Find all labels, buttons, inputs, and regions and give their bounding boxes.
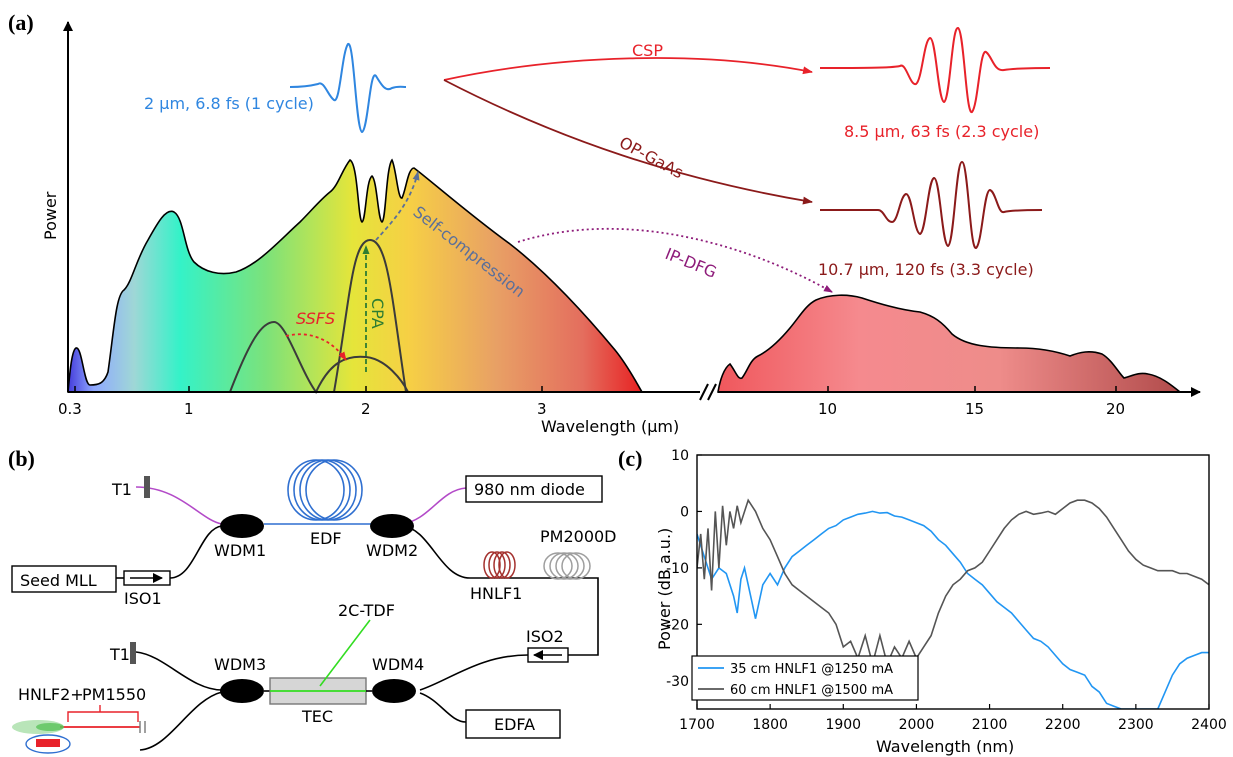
- plot-frame: [696, 454, 1210, 710]
- panel-b: (b) T1 980 nm diode WDM1 ED: [8, 446, 617, 754]
- output-beam-icon: [12, 720, 64, 734]
- x-tick-10: 10: [818, 400, 837, 418]
- wdm2-label: WDM2: [366, 541, 418, 560]
- panel-c-label: (c): [618, 446, 642, 471]
- op-gaas-arrow: [443, 79, 813, 205]
- wdm2-coupler: [370, 514, 414, 538]
- hnlf1-coil: [483, 551, 516, 579]
- wdm1-label: WDM1: [214, 541, 266, 560]
- x-tick-20: 20: [1106, 400, 1125, 418]
- c-x-tick-label-2400: 2400: [1191, 717, 1227, 733]
- edfa-box: [465, 709, 561, 739]
- c-x-tick-label-2300: 2300: [1118, 717, 1154, 733]
- pump-fiber-diode: [401, 487, 467, 525]
- c-x-tick-label-2000: 2000: [899, 717, 935, 733]
- c-y-tick-label-10: 10: [671, 448, 689, 464]
- panel-c: (c) 1700 1800 1900 2000 2100 2200 2300 2400 10 0 -…: [618, 446, 1227, 756]
- c-y-tick-label--10: -10: [666, 561, 689, 577]
- panel-a-label: (a): [8, 10, 34, 35]
- wdm4-label: WDM4: [372, 655, 424, 674]
- iso1-label: ISO1: [124, 589, 162, 608]
- c-y-axis-title: Power (dB a.u.): [655, 528, 674, 650]
- x-tick-marks: [74, 386, 1117, 392]
- x-tick-3: 3: [537, 400, 547, 418]
- cpa-label: CPA: [368, 298, 387, 329]
- t1-bottom-label: T1: [109, 645, 130, 664]
- axis-break-mark: [699, 383, 717, 401]
- t1-bottom-terminator: [130, 642, 136, 664]
- series-line-35cm: [697, 510, 1209, 709]
- t1-top-label: T1: [111, 480, 132, 499]
- pm2000d-coil: [543, 552, 591, 580]
- pm1550-label: PM1550: [82, 685, 146, 704]
- op-gaas-pulse-waveform: [819, 160, 1043, 250]
- wdm3-label: WDM3: [214, 655, 266, 674]
- c-y-tick-label-0: 0: [680, 504, 689, 520]
- panel-b-label: (b): [8, 446, 35, 471]
- x-tick-1: 1: [184, 400, 194, 418]
- edf-coil: [264, 459, 380, 525]
- seed-pulse-label: 2 μm, 6.8 fs (1 cycle): [144, 94, 314, 113]
- iso2-label: ISO2: [526, 627, 564, 646]
- seed-mll-label: Seed MLL: [20, 571, 97, 590]
- fiber-end-icon: [25, 734, 71, 754]
- c-x-tick-label-2200: 2200: [1045, 717, 1081, 733]
- ssfs-soliton-curve: [229, 320, 409, 394]
- c-y-tick-label--30: -30: [666, 674, 689, 690]
- self-compression-arrow: [375, 171, 420, 241]
- cpa-curve: [333, 238, 407, 393]
- ssfs-label: SSFS: [296, 309, 335, 328]
- hnlf1-label: HNLF1: [470, 584, 522, 603]
- wdm3-coupler: [220, 679, 264, 703]
- c-x-tick-label-1700: 1700: [679, 717, 715, 733]
- csp-pulse-waveform: [819, 26, 1051, 114]
- diode-box: [465, 475, 603, 503]
- ssfs-arrow: [285, 333, 347, 361]
- mid-ir-spectrum: [717, 294, 1183, 393]
- legend-box: [691, 655, 919, 701]
- x-tick-15: 15: [965, 400, 984, 418]
- wdm1-coupler: [220, 514, 264, 538]
- tec-label: TEC: [301, 707, 333, 726]
- edf-label: EDF: [310, 529, 342, 548]
- seed-pulse-waveform: [289, 42, 407, 134]
- legend-label-60cm: 60 cm HNLF1 @1500 mA: [730, 683, 893, 698]
- x-tick-0-3: 0.3: [58, 400, 82, 418]
- nir-spectrum: [67, 158, 644, 393]
- wdm4-coupler: [372, 679, 416, 703]
- t1-top-terminator: [144, 476, 150, 498]
- tdf-label: 2C-TDF: [338, 601, 395, 620]
- csp-arrow: [443, 57, 813, 81]
- c-x-tick-label-2100: 2100: [972, 717, 1008, 733]
- csp-label: CSP: [632, 41, 663, 60]
- legend-label-35cm: 35 cm HNLF1 @1250 mA: [730, 662, 893, 677]
- series-line-60cm: [697, 498, 1209, 667]
- c-x-tick-label-1900: 1900: [825, 717, 861, 733]
- hnlf2-bracket: [67, 711, 139, 722]
- csp-pulse-label: 8.5 μm, 63 fs (2.3 cycle): [844, 122, 1039, 141]
- ip-dfg-label: IP-DFG: [663, 244, 720, 282]
- spectrum-plot: 1700 1800 1900 2000 2100 2200 2300 2400 10 0 -10 -2…: [655, 448, 1227, 756]
- legend: 35 cm HNLF1 @1250 mA 60 cm HNLF1 @1500 m…: [691, 655, 919, 701]
- tdf-pointer: [319, 619, 371, 687]
- x-tick-2: 2: [361, 400, 371, 418]
- hnlf2-label: HNLF2+: [18, 685, 84, 704]
- pm2000d-label: PM2000D: [540, 527, 617, 546]
- y-axis-title: Power: [41, 191, 60, 240]
- c-x-tick-label-1800: 1800: [752, 717, 788, 733]
- diode-label: 980 nm diode: [474, 480, 585, 499]
- c-y-tick-label--20: -20: [666, 617, 689, 633]
- panel-a: (a) 0.3 1 2 3 10 15 20: [8, 10, 1201, 436]
- op-gaas-pulse-label: 10.7 μm, 120 fs (3.3 cycle): [818, 260, 1034, 279]
- fiber-lines: [135, 525, 599, 751]
- edfa-label: EDFA: [494, 715, 535, 734]
- splice-mark: [139, 721, 146, 733]
- x-axis-title: Wavelength (μm): [541, 417, 679, 436]
- c-x-axis-title: Wavelength (nm): [876, 737, 1014, 756]
- seed-mll-box: [11, 565, 117, 593]
